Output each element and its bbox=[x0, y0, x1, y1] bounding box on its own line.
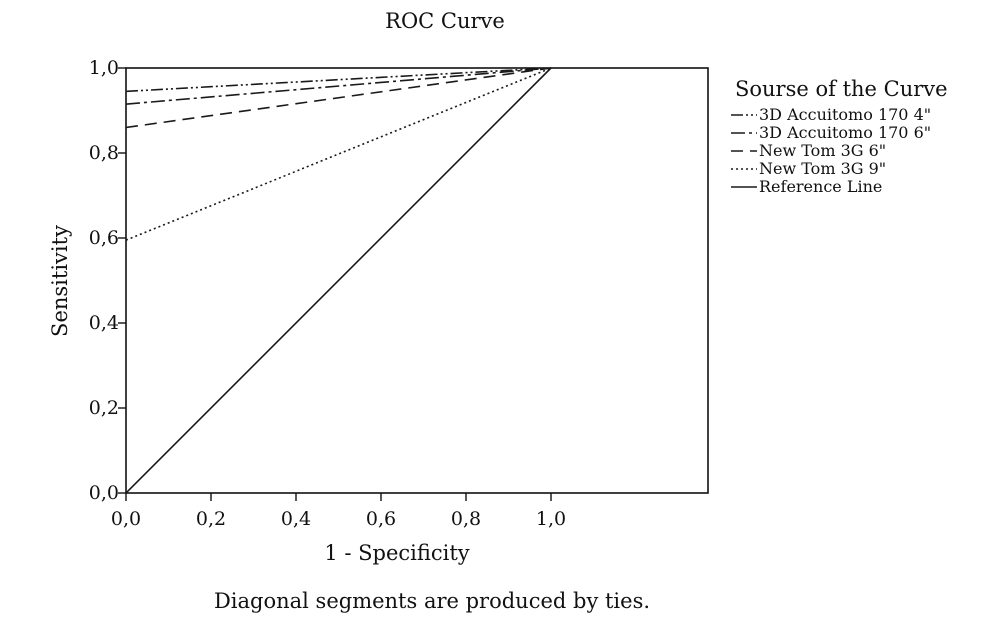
chart-title: ROC Curve bbox=[385, 9, 505, 33]
y-axis-label: Sensitivity bbox=[48, 225, 72, 337]
legend-item-label: Reference Line bbox=[759, 177, 882, 196]
series-line-2 bbox=[125, 67, 552, 129]
series-line-1 bbox=[125, 67, 552, 105]
legend: Sourse of the Curve 3D Accuitomo 170 4"3… bbox=[731, 77, 948, 196]
x-tick-label: 0,4 bbox=[281, 508, 311, 530]
x-tick-label: 0,2 bbox=[196, 508, 226, 530]
x-tick-label: 0,6 bbox=[366, 508, 396, 530]
x-tick-label: 0,0 bbox=[111, 508, 141, 530]
legend-title: Sourse of the Curve bbox=[735, 77, 948, 101]
plot-frame bbox=[125, 67, 709, 494]
y-tick-label: 0,4 bbox=[89, 312, 119, 334]
y-tick-label: 0,0 bbox=[89, 482, 119, 504]
y-tick-label: 0,6 bbox=[89, 227, 119, 249]
chart-footnote: Diagonal segments are produced by ties. bbox=[214, 589, 650, 613]
x-tick-label: 1,0 bbox=[536, 508, 566, 530]
series-line-0 bbox=[125, 67, 552, 93]
legend-item-label: New Tom 3G 9" bbox=[759, 159, 886, 178]
legend-item-label: New Tom 3G 6" bbox=[759, 141, 886, 160]
y-axis: 0,0 0,2 0,4 0,6 0,8 1,0 bbox=[89, 57, 126, 504]
legend-items: 3D Accuitomo 170 4"3D Accuitomo 170 6"Ne… bbox=[731, 105, 931, 196]
legend-item-label: 3D Accuitomo 170 4" bbox=[759, 105, 931, 124]
x-axis-label: 1 - Specificity bbox=[324, 541, 469, 565]
x-axis: 0,0 0,2 0,4 0,6 0,8 1,0 bbox=[111, 493, 566, 530]
y-tick-label: 0,2 bbox=[89, 397, 119, 419]
series-line-4 bbox=[125, 67, 552, 494]
legend-item-label: 3D Accuitomo 170 6" bbox=[759, 123, 931, 142]
series-line-3 bbox=[125, 67, 552, 241]
series-layer bbox=[125, 67, 552, 494]
x-tick-label: 0,8 bbox=[451, 508, 481, 530]
y-tick-label: 1,0 bbox=[89, 57, 119, 79]
y-tick-label: 0,8 bbox=[89, 142, 119, 164]
